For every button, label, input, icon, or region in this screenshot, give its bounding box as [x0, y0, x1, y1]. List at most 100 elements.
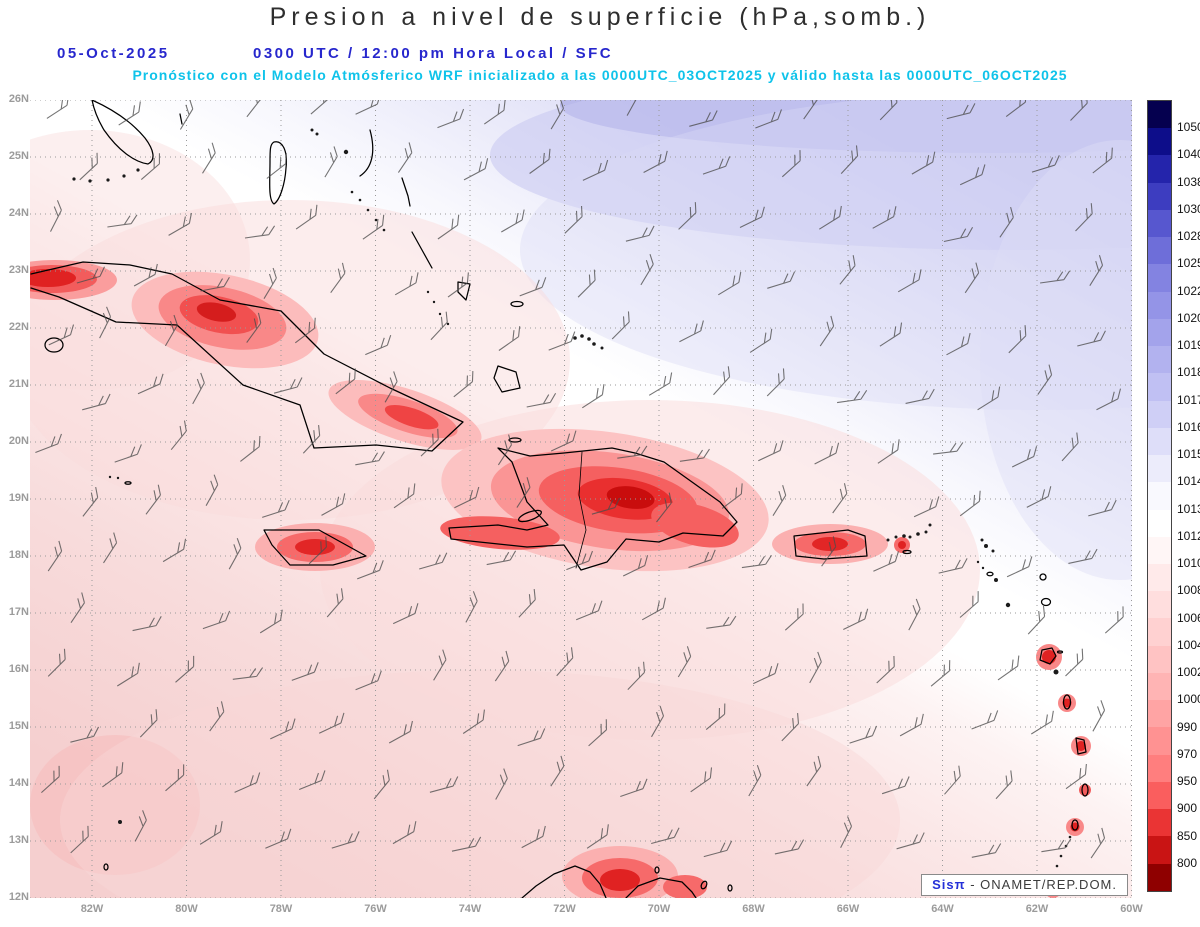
- wind-barb-icon: [677, 646, 692, 678]
- colorbar-cell: [1148, 427, 1171, 456]
- wind-barb-icon: [582, 384, 605, 409]
- wind-barb-icon: [938, 558, 968, 574]
- wind-barb-icon: [321, 493, 346, 516]
- lat-tick-label: 17N: [8, 606, 29, 618]
- lat-tick-label: 26N: [8, 93, 29, 105]
- wind-barb-icon: [946, 103, 976, 120]
- colorbar-label: 990: [1177, 719, 1198, 734]
- wind-barb-icon: [501, 209, 525, 233]
- wind-barb-icon: [291, 662, 319, 681]
- wind-barb-icon: [384, 371, 398, 403]
- wind-barb-icon: [1065, 763, 1087, 790]
- wind-barb-icon: [1061, 432, 1079, 462]
- wind-barb-icon: [132, 616, 162, 632]
- wind-barb-icon: [588, 719, 607, 747]
- credit-text: - ONAMET/REP.DOM.: [970, 877, 1117, 892]
- wind-barb-icon: [1037, 364, 1053, 395]
- wind-barb-icon: [164, 314, 178, 347]
- wind-barb-icon: [679, 320, 704, 343]
- lat-tick-label: 14N: [8, 777, 29, 789]
- lat-tick-label: 25N: [8, 150, 29, 162]
- lon-tick-label: 76W: [364, 903, 387, 915]
- wind-barb-icon: [107, 214, 138, 228]
- wind-barb-icon: [774, 839, 805, 855]
- wind-barb-icon: [1031, 710, 1054, 735]
- wind-barb-icon: [516, 477, 531, 508]
- colorbar-label: 1006: [1177, 610, 1200, 625]
- lat-tick-label: 24N: [8, 207, 29, 219]
- wind-barb-icon: [550, 430, 577, 452]
- wind-barb-icon: [137, 373, 164, 395]
- wind-barb-icon: [355, 451, 385, 466]
- wind-barb-icon: [617, 445, 648, 459]
- wind-barb-icon: [781, 712, 800, 742]
- wind-barb-icon: [767, 271, 796, 289]
- wind-barb-icon: [959, 490, 981, 517]
- wind-barb-icon: [648, 372, 673, 396]
- colorbar-cell: [1148, 591, 1171, 619]
- wind-barb-icon: [913, 496, 940, 518]
- wind-barb-icon: [294, 317, 316, 344]
- wind-barb-icon: [997, 655, 1020, 681]
- wind-barb-icon: [392, 821, 417, 845]
- wind-barb-icon: [641, 597, 666, 621]
- lon-tick-label: 74W: [458, 903, 482, 915]
- grid-lines: [30, 100, 1132, 898]
- wind-barb-icon: [943, 226, 974, 243]
- wind-barb-icon: [626, 100, 640, 116]
- wind-barb-icon: [840, 816, 853, 848]
- wind-barb-icon: [706, 615, 737, 629]
- wind-barb-icon: [47, 540, 63, 572]
- colorbar-cell: [1148, 237, 1171, 265]
- colorbar-label: 1004: [1177, 637, 1200, 652]
- wind-barb-icon: [394, 272, 419, 296]
- wind-barb-icon: [518, 589, 536, 618]
- wind-barb-icon: [586, 824, 609, 849]
- wind-barb-icon: [946, 333, 971, 356]
- colorbar-cell: [1148, 182, 1171, 210]
- wind-barb-icon: [234, 772, 261, 793]
- colorbar-label: 850: [1177, 828, 1198, 843]
- wind-barb-icon: [519, 277, 547, 297]
- wind-barb-icon: [373, 769, 390, 800]
- wind-barb-icon: [462, 709, 485, 734]
- wind-barb-icon: [803, 100, 818, 120]
- wind-barb-icon: [262, 499, 290, 518]
- colorbar-label: 1015: [1177, 447, 1200, 462]
- wind-barb-icon: [175, 655, 195, 683]
- wind-barb-icon: [454, 486, 480, 509]
- colorbar-cell: [1148, 264, 1171, 292]
- wind-barb-icon: [298, 770, 326, 791]
- colorbar-label: 1025: [1177, 256, 1200, 271]
- colorbar-label: 1000: [1177, 692, 1200, 707]
- wind-barb-icon: [228, 538, 242, 570]
- wind-barb-icon: [964, 262, 980, 294]
- wind-barb-icon: [627, 661, 646, 690]
- wind-barb-icon: [930, 660, 951, 687]
- wind-barb-icon: [41, 765, 60, 794]
- wind-barb-icon: [755, 109, 782, 129]
- wind-barb-icon: [357, 560, 384, 580]
- wind-barb-icon: [70, 726, 100, 743]
- wind-barb-icon: [832, 483, 848, 514]
- datetime-line: 05-Oct-2025 0300 UTC / 12:00 pm Hora Loc…: [0, 45, 1200, 65]
- wind-barb-icon: [388, 720, 413, 744]
- wind-barb-icon: [165, 764, 185, 792]
- wind-barb-icon: [82, 486, 99, 517]
- wind-barb-icon: [591, 497, 620, 515]
- colorbar-cell: [1148, 482, 1171, 510]
- credit-box: Sisπ - ONAMET/REP.DOM.: [921, 874, 1128, 896]
- colorbar-label: 1028: [1177, 229, 1200, 244]
- wind-barb-icon: [843, 608, 869, 630]
- colorbar-label: 1019: [1177, 338, 1200, 353]
- wind-barb-icon: [447, 272, 469, 298]
- colorbar-cell: [1148, 563, 1171, 592]
- wind-barb-icon: [849, 725, 878, 744]
- colorbar-label: 1038: [1177, 174, 1200, 189]
- wind-barb-icon: [494, 650, 510, 682]
- colorbar-cell: [1148, 700, 1171, 728]
- wind-barb-icon: [453, 371, 474, 398]
- wind-barb-icon: [263, 267, 277, 299]
- wind-barb-icon: [335, 368, 356, 395]
- wind-barb-icon: [959, 591, 979, 618]
